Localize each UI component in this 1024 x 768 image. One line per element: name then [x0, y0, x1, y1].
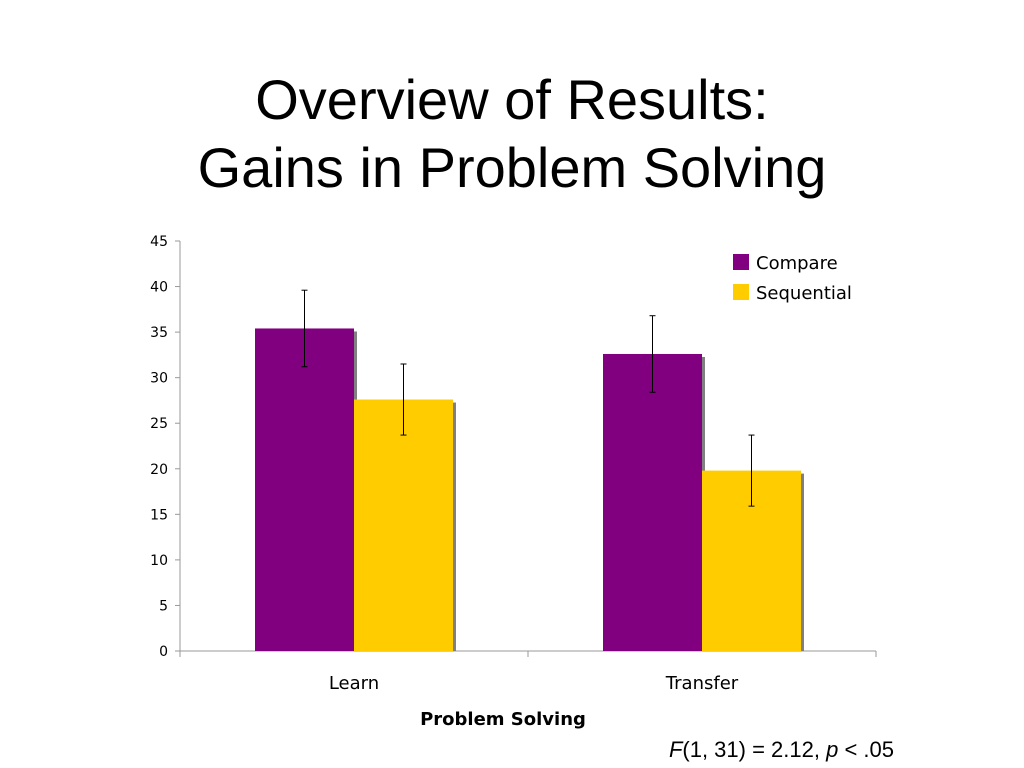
x-category-label: Transfer — [665, 673, 739, 694]
x-axis-title: Problem Solving — [420, 709, 586, 730]
legend-swatch-sequential — [733, 284, 749, 300]
x-category-label: Learn — [329, 673, 379, 694]
y-tick-label: 45 — [150, 234, 168, 250]
bar-compare — [603, 353, 702, 651]
p-symbol: p — [826, 737, 839, 762]
legend-swatch-compare — [733, 254, 749, 270]
legend-label-sequential: Sequential — [756, 283, 852, 304]
title-line-1: Overview of Results: — [255, 68, 769, 131]
y-tick-label: 40 — [150, 280, 168, 296]
p-value: < .05 — [838, 737, 894, 762]
f-symbol: F — [668, 737, 683, 762]
y-tick-label: 0 — [159, 644, 168, 660]
y-tick-label: 30 — [150, 371, 168, 387]
y-tick-label: 5 — [159, 598, 168, 614]
slide-title: Overview of Results: Gains in Problem So… — [0, 66, 1024, 202]
y-tick-label: 25 — [150, 416, 168, 432]
title-line-2: Gains in Problem Solving — [197, 136, 827, 199]
bar-sequential — [354, 399, 453, 651]
legend-label-compare: Compare — [756, 253, 838, 274]
y-tick-label: 35 — [150, 325, 168, 341]
y-tick-label: 10 — [150, 553, 168, 569]
y-tick-label: 20 — [150, 462, 168, 478]
f-statistic: (1, 31) = 2.12, — [682, 737, 827, 762]
y-tick-label: 15 — [150, 507, 168, 523]
bar-compare — [255, 328, 354, 651]
statistics-note: F(1, 31) = 2.12, p < .05 — [669, 737, 894, 763]
